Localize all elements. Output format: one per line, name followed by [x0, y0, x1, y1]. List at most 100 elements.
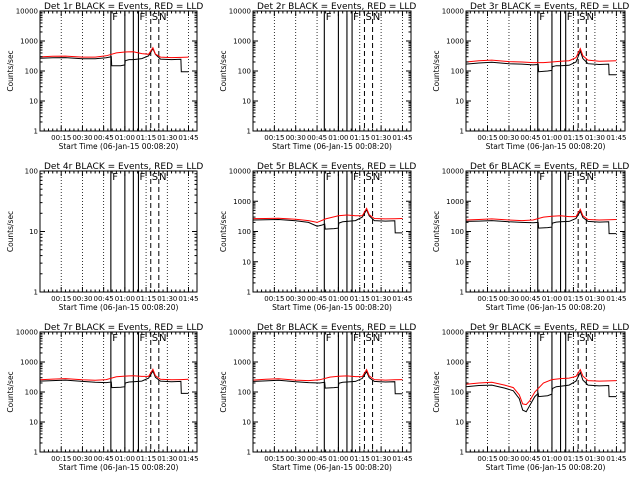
x-axis-label: Start Time (06-Jan-15 00:08:20) — [272, 303, 392, 312]
x-tick-label: 01:00 — [542, 134, 562, 142]
y-tick-label: 10000 — [229, 168, 251, 176]
y-tick-label: 10000 — [442, 168, 464, 176]
events-series-line — [465, 210, 617, 235]
x-tick-label: 00:30 — [286, 295, 306, 303]
panel-title: Det 9r BLACK = Events, RED = LLD — [470, 323, 629, 333]
y-tick-label: 100 — [25, 168, 38, 176]
x-tick-label: 00:30 — [72, 455, 92, 463]
flag-label: N — [159, 12, 166, 23]
flag-label: F — [353, 12, 359, 23]
y-tick-label: 1000 — [233, 198, 251, 206]
x-tick-label: 01:45 — [606, 295, 626, 303]
x-tick-label: 00:45 — [520, 455, 540, 463]
panel-title: Det 2r BLACK = Events, RED = LLD — [257, 2, 416, 12]
flag-label: S — [579, 333, 585, 344]
y-tick-label: 1000 — [233, 38, 251, 46]
y-tick-label: 10000 — [16, 8, 38, 16]
x-tick-label: 01:15 — [136, 295, 156, 303]
y-axis-label: Counts/sec — [6, 50, 15, 91]
flag-label: S — [579, 172, 585, 183]
x-tick-label: 01:15 — [563, 295, 583, 303]
y-tick-label: 10000 — [442, 329, 464, 337]
x-tick-label: 00:30 — [286, 134, 306, 142]
panel-title: Det 8r BLACK = Events, RED = LLD — [257, 323, 416, 333]
y-tick-label: 1 — [247, 128, 251, 136]
flag-label: N — [373, 12, 380, 23]
plot-frame — [39, 170, 198, 293]
y-tick-label: 10 — [29, 419, 38, 427]
flag-label: S — [579, 12, 585, 23]
y-tick-label: 1 — [34, 289, 38, 297]
flag-label: F — [112, 333, 118, 344]
x-tick-label: 01:00 — [115, 134, 135, 142]
y-tick-label: 10 — [455, 419, 464, 427]
x-tick-label: 01:30 — [157, 295, 177, 303]
flag-label: F — [112, 12, 118, 23]
x-tick-label: 00:15 — [264, 455, 284, 463]
x-tick-label: 01:45 — [392, 134, 412, 142]
flag-label: F — [326, 333, 332, 344]
events-series-line — [465, 49, 617, 76]
plot-frame — [252, 170, 412, 293]
x-axis-label: Start Time (06-Jan-15 00:08:20) — [486, 142, 606, 151]
plot-frame — [465, 331, 626, 453]
y-tick-label: 1000 — [20, 359, 38, 367]
y-tick-label: 10 — [29, 98, 38, 106]
plot-frame — [39, 331, 198, 453]
lld-series-line — [252, 207, 403, 223]
y-axis-label: Counts/sec — [432, 50, 441, 91]
events-series-line — [252, 370, 403, 395]
x-tick-label: 00:30 — [72, 134, 92, 142]
x-tick-label: 00:30 — [499, 134, 519, 142]
events-series-line — [39, 47, 189, 73]
x-tick-label: 00:15 — [477, 455, 497, 463]
y-tick-label: 1000 — [446, 198, 464, 206]
y-axis-label: Counts/sec — [432, 211, 441, 252]
x-tick-label: 00:45 — [520, 134, 540, 142]
x-tick-label: 01:45 — [606, 134, 626, 142]
x-tick-label: 01:45 — [392, 455, 412, 463]
y-tick-label: 10000 — [229, 329, 251, 337]
x-tick-label: 00:15 — [264, 134, 284, 142]
x-tick-label: 00:45 — [307, 134, 327, 142]
y-tick-label: 1 — [460, 449, 464, 457]
plot-frame — [39, 10, 198, 132]
panel-title: Det 7r BLACK = Events, RED = LLD — [44, 323, 203, 333]
x-tick-label: 01:30 — [585, 134, 605, 142]
x-tick-label: 00:30 — [286, 455, 306, 463]
x-tick-label: 01:00 — [542, 295, 562, 303]
x-tick-label: 01:45 — [392, 295, 412, 303]
flag-label: F — [139, 12, 145, 23]
y-tick-label: 10000 — [16, 329, 38, 337]
lld-series-line — [465, 208, 617, 222]
plot-frame — [252, 331, 412, 453]
x-tick-label: 00:15 — [264, 295, 284, 303]
flag-label: F — [112, 172, 118, 183]
x-tick-label: 00:15 — [51, 295, 71, 303]
x-tick-label: 01:30 — [371, 134, 391, 142]
lld-series-line — [39, 46, 189, 59]
events-series-line — [465, 371, 617, 413]
x-tick-label: 00:15 — [477, 295, 497, 303]
y-tick-label: 1000 — [233, 359, 251, 367]
flag-label: S — [365, 333, 371, 344]
y-tick-label: 100 — [451, 68, 464, 76]
lld-series-line — [465, 47, 617, 64]
panel-title: Det 6r BLACK = Events, RED = LLD — [470, 162, 629, 172]
flag-label: S — [152, 333, 158, 344]
y-tick-label: 1 — [34, 449, 38, 457]
flag-label: S — [365, 172, 371, 183]
flag-label: F — [567, 172, 573, 183]
flag-label: F — [326, 172, 332, 183]
x-axis-label: Start Time (06-Jan-15 00:08:20) — [486, 303, 606, 312]
flag-label: N — [159, 172, 166, 183]
y-tick-label: 10000 — [442, 8, 464, 16]
x-tick-label: 01:00 — [328, 455, 348, 463]
x-axis-label: Start Time (06-Jan-15 00:08:20) — [59, 303, 179, 312]
x-tick-label: 01:45 — [178, 455, 198, 463]
flag-label: F — [353, 333, 359, 344]
